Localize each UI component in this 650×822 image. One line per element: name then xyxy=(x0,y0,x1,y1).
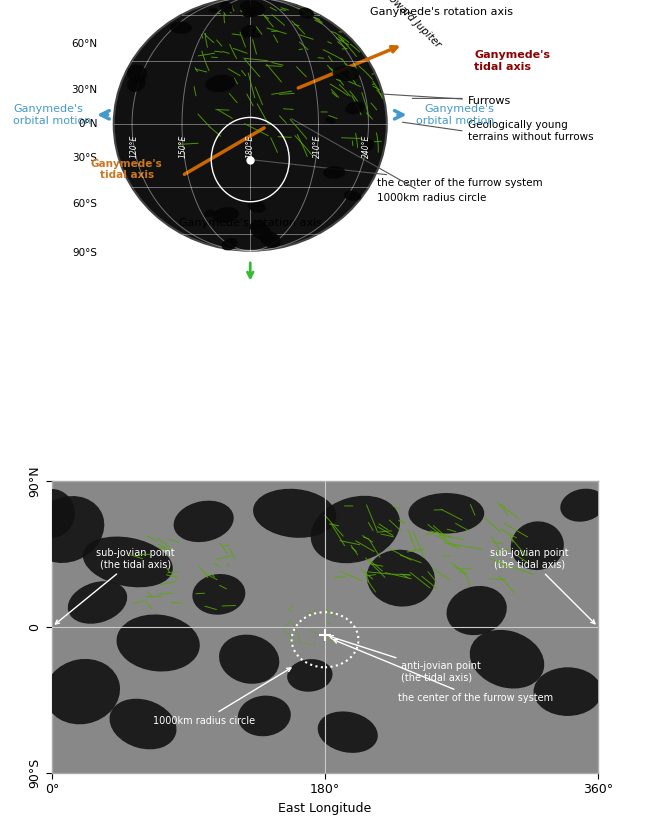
Ellipse shape xyxy=(222,238,238,251)
Ellipse shape xyxy=(242,6,257,17)
Ellipse shape xyxy=(116,615,200,672)
Ellipse shape xyxy=(30,496,104,563)
Ellipse shape xyxy=(109,699,177,750)
Ellipse shape xyxy=(209,7,218,12)
Text: 60°N: 60°N xyxy=(72,39,98,49)
Ellipse shape xyxy=(311,496,400,563)
Ellipse shape xyxy=(534,667,602,716)
Text: 30°S: 30°S xyxy=(73,154,98,164)
Ellipse shape xyxy=(170,21,192,34)
Text: 240°E: 240°E xyxy=(362,135,371,158)
Text: Ganymede's
tidal axis: Ganymede's tidal axis xyxy=(474,50,551,72)
Text: 180°E: 180°E xyxy=(246,135,255,158)
Text: Ganymede's rotation axis: Ganymede's rotation axis xyxy=(179,218,322,228)
Text: the center of the furrow system: the center of the furrow system xyxy=(253,160,543,187)
Ellipse shape xyxy=(83,537,173,588)
Ellipse shape xyxy=(333,66,360,81)
Ellipse shape xyxy=(408,493,484,533)
Text: 60°S: 60°S xyxy=(73,199,98,209)
Ellipse shape xyxy=(361,139,374,151)
Ellipse shape xyxy=(325,118,335,124)
Ellipse shape xyxy=(114,0,387,251)
Ellipse shape xyxy=(323,166,345,178)
Ellipse shape xyxy=(204,210,214,217)
Ellipse shape xyxy=(174,501,234,543)
Text: Geologically young
terrains without furrows: Geologically young terrains without furr… xyxy=(468,120,593,142)
Ellipse shape xyxy=(250,220,265,231)
Ellipse shape xyxy=(249,12,258,17)
Text: 1000km radius circle: 1000km radius circle xyxy=(292,119,486,203)
Ellipse shape xyxy=(127,76,146,92)
Ellipse shape xyxy=(213,207,239,223)
Ellipse shape xyxy=(367,550,435,607)
Ellipse shape xyxy=(68,581,127,624)
Ellipse shape xyxy=(248,200,265,213)
Text: 90°S: 90°S xyxy=(73,248,98,258)
Text: 30°N: 30°N xyxy=(72,85,98,95)
Text: sub-jovian point
(the tidal axis): sub-jovian point (the tidal axis) xyxy=(491,548,595,624)
Ellipse shape xyxy=(344,191,361,201)
Ellipse shape xyxy=(251,224,272,240)
Text: 120°E: 120°E xyxy=(129,135,138,158)
Text: Ganymede's
orbital motion: Ganymede's orbital motion xyxy=(13,104,92,126)
Ellipse shape xyxy=(220,2,233,13)
Text: anti-jovian point
(the tidal axis): anti-jovian point (the tidal axis) xyxy=(329,635,481,683)
Ellipse shape xyxy=(238,695,291,737)
Text: Toward Jupiter: Toward Jupiter xyxy=(383,0,443,49)
Text: Ganymede's rotation axis: Ganymede's rotation axis xyxy=(370,7,514,16)
Ellipse shape xyxy=(511,521,564,570)
Ellipse shape xyxy=(219,635,280,684)
Ellipse shape xyxy=(253,489,336,538)
Text: Ganymede's
tidal axis: Ganymede's tidal axis xyxy=(91,159,162,180)
Ellipse shape xyxy=(470,630,544,689)
Text: the center of the furrow system: the center of the furrow system xyxy=(333,640,553,703)
Ellipse shape xyxy=(251,33,260,38)
Text: Furrows: Furrows xyxy=(380,94,512,106)
Ellipse shape xyxy=(560,488,605,522)
Ellipse shape xyxy=(29,489,75,538)
Ellipse shape xyxy=(287,659,333,691)
Text: 150°E: 150°E xyxy=(179,135,188,158)
Ellipse shape xyxy=(447,586,507,635)
Ellipse shape xyxy=(240,25,256,38)
Ellipse shape xyxy=(192,574,245,615)
Ellipse shape xyxy=(298,7,315,19)
X-axis label: East Longitude: East Longitude xyxy=(278,801,372,815)
Ellipse shape xyxy=(205,75,235,92)
Text: 1000km radius circle: 1000km radius circle xyxy=(153,668,291,726)
Text: sub-jovian point
(the tidal axis): sub-jovian point (the tidal axis) xyxy=(55,548,175,624)
Ellipse shape xyxy=(45,659,120,724)
Text: Ganymede's
orbital motion: Ganymede's orbital motion xyxy=(415,104,494,126)
Text: 210°E: 210°E xyxy=(313,135,322,158)
Ellipse shape xyxy=(318,711,378,753)
Ellipse shape xyxy=(240,0,265,16)
Ellipse shape xyxy=(345,101,365,114)
Ellipse shape xyxy=(127,64,147,83)
Ellipse shape xyxy=(260,231,281,247)
Text: 0°N: 0°N xyxy=(78,119,98,129)
